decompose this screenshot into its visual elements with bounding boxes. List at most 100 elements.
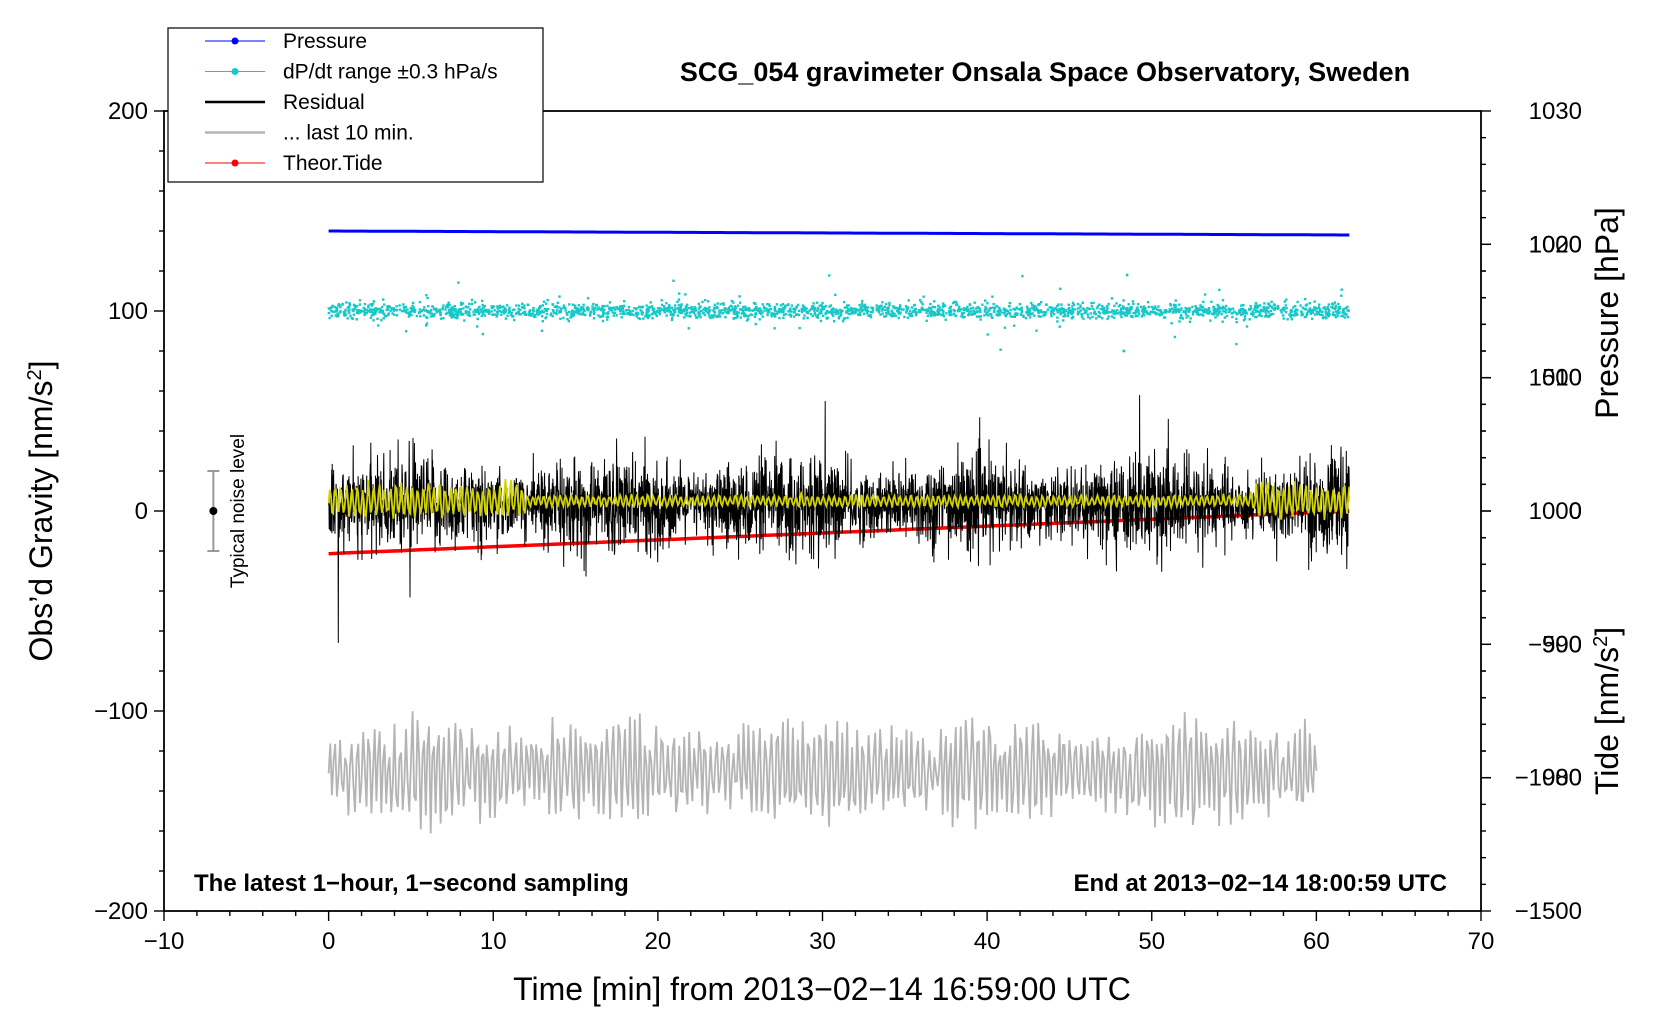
dpdt-point [821, 305, 824, 308]
dpdt-point [1052, 309, 1056, 312]
dpdt-point [1200, 308, 1204, 312]
dpdt-point [790, 304, 793, 307]
dpdt-point [830, 308, 833, 311]
dpdt-point [929, 302, 932, 306]
dpdt-point [580, 308, 583, 312]
dpdt-point [368, 310, 372, 313]
dpdt-point [1026, 308, 1030, 312]
dpdt-point [640, 310, 643, 313]
dpdt-point [1210, 312, 1214, 315]
dpdt-point [608, 301, 612, 304]
dpdt-point [1300, 311, 1303, 314]
dpdt-point [545, 316, 548, 319]
y-tick-label-left: 200 [108, 98, 148, 125]
dpdt-point [504, 317, 508, 320]
dpdt-point [645, 315, 649, 318]
dpdt-point [1102, 307, 1105, 310]
dpdt-point [483, 304, 486, 308]
dpdt-point [469, 308, 472, 311]
dpdt-point [931, 310, 935, 314]
dpdt-point [777, 308, 781, 311]
dpdt-point [508, 310, 511, 313]
dpdt-point [1265, 306, 1268, 309]
dpdt-point [1170, 322, 1173, 325]
dpdt-point [1188, 306, 1191, 310]
dpdt-point [1199, 305, 1203, 308]
dpdt-point [1079, 309, 1082, 312]
dpdt-point [447, 301, 450, 304]
dpdt-point [886, 306, 889, 310]
dpdt-point [667, 304, 671, 307]
dpdt-point [969, 307, 973, 310]
dpdt-point [1142, 311, 1145, 314]
dpdt-point [880, 304, 883, 307]
dpdt-point [1093, 312, 1096, 315]
dpdt-point [933, 314, 937, 317]
dpdt-point [456, 313, 460, 316]
dpdt-point [1270, 300, 1273, 304]
dpdt-point [1217, 311, 1220, 314]
dpdt-point [821, 314, 825, 317]
dpdt-point [343, 314, 346, 317]
dpdt-point [567, 319, 570, 323]
dpdt-point [1097, 310, 1100, 314]
dpdt-point [1325, 317, 1328, 320]
dpdt-point [1043, 310, 1046, 314]
dpdt-point [735, 311, 738, 314]
dpdt-point [1181, 317, 1184, 320]
dpdt-point [615, 306, 618, 309]
dpdt-point [992, 306, 995, 309]
dpdt-point [503, 311, 506, 315]
series-smoothed-residual [327, 478, 1351, 521]
y-tick-label-left: −100 [94, 698, 148, 725]
dpdt-point [941, 312, 945, 316]
dpdt-point [1333, 301, 1336, 304]
dpdt-point [1282, 314, 1285, 317]
dpdt-point [1053, 307, 1056, 311]
dpdt-point [509, 313, 513, 317]
dpdt-point [1033, 314, 1036, 317]
dpdt-point [432, 314, 435, 317]
dpdt-point [439, 313, 442, 316]
dpdt-point [888, 313, 892, 316]
dpdt-point [1294, 305, 1297, 308]
dpdt-point [1305, 313, 1309, 317]
dpdt-point [762, 306, 766, 309]
dpdt-point [995, 313, 998, 316]
dpdt-point [832, 314, 835, 317]
dpdt-point [731, 307, 735, 310]
dpdt-point [1296, 313, 1299, 316]
dpdt-point [1289, 309, 1293, 312]
dpdt-point [347, 309, 350, 312]
dpdt-point [444, 312, 448, 316]
dpdt-point [576, 310, 580, 313]
dpdt-point [331, 310, 334, 313]
dpdt-point [441, 308, 444, 311]
dpdt-point [679, 311, 682, 314]
dpdt-point [523, 304, 526, 307]
dpdt-point [1268, 304, 1271, 308]
dpdt-point [603, 304, 606, 308]
dpdt-point [704, 310, 708, 313]
dpdt-point [521, 302, 524, 305]
dpdt-point [444, 308, 447, 311]
dpdt-point [554, 311, 557, 315]
dpdt-point [789, 307, 792, 310]
dpdt-point [995, 305, 999, 308]
dpdt-point [1277, 306, 1280, 309]
dpdt-point [1081, 301, 1084, 304]
dpdt-point [1173, 335, 1177, 339]
dpdt-point [892, 314, 895, 318]
dpdt-point [886, 312, 889, 315]
dpdt-point [883, 308, 887, 312]
dpdt-point [794, 307, 797, 310]
dpdt-point [738, 295, 741, 298]
dpdt-point [739, 301, 742, 304]
dpdt-point [464, 311, 468, 315]
dpdt-point [438, 311, 442, 315]
dpdt-point [802, 305, 806, 309]
dpdt-point [1207, 308, 1211, 312]
dpdt-point [1248, 318, 1251, 321]
dpdt-point [622, 312, 625, 316]
dpdt-point [1130, 305, 1133, 309]
